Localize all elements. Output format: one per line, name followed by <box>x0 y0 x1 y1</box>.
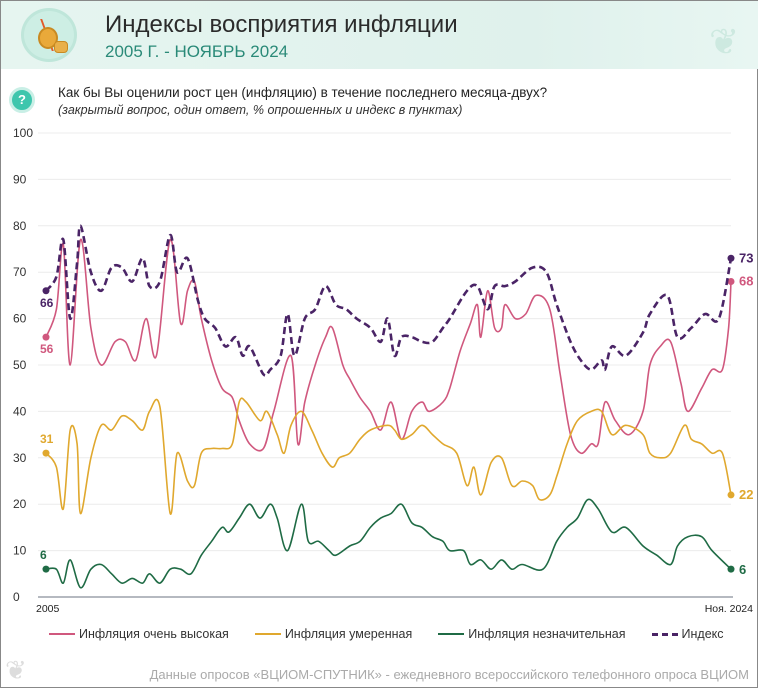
series-start-label: 56 <box>40 342 54 356</box>
survey-note: (закрытый вопрос, один ответ, % опрошенн… <box>58 103 463 117</box>
y-tick-label: 70 <box>13 265 27 279</box>
x-tick-label-end: Ноя. 2024 <box>705 603 753 615</box>
legend-label: Инфляция незначительная <box>468 627 626 641</box>
survey-question: Как бы Вы оценили рост цен (инфляцию) в … <box>58 85 548 100</box>
series-start-label: 66 <box>40 296 54 310</box>
y-tick-label: 10 <box>13 544 27 558</box>
series-start-label: 31 <box>40 432 54 446</box>
question-icon: ? <box>9 87 35 113</box>
series-start-point <box>42 287 50 295</box>
source-footer: Данные опросов «ВЦИОМ-СПУТНИК» - ежеднев… <box>149 667 749 682</box>
series-line-2 <box>45 498 732 589</box>
legend-swatch <box>49 633 75 635</box>
chart-legend: Инфляция очень высокая Инфляция умеренная… <box>49 627 724 641</box>
series-start-point <box>42 449 50 457</box>
legend-item: Инфляция незначительная <box>438 627 626 641</box>
inflation-logo-icon <box>21 8 77 62</box>
page-title: Индексы восприятия инфляции <box>105 11 458 38</box>
series-end-point <box>727 277 735 285</box>
series-end-label: 6 <box>739 562 746 577</box>
y-tick-label: 60 <box>13 312 27 326</box>
y-tick-label: 40 <box>13 404 27 418</box>
series-line-3 <box>44 224 733 377</box>
series-line-1 <box>45 397 732 515</box>
y-tick-label: 20 <box>13 497 27 511</box>
legend-swatch <box>254 633 281 635</box>
series-end-point <box>727 254 735 262</box>
vciom-leaf-icon: ❦ <box>5 655 27 685</box>
legend-swatch <box>438 633 465 635</box>
series-line-0 <box>45 238 732 455</box>
legend-swatch <box>651 632 678 636</box>
y-tick-label: 0 <box>13 590 20 604</box>
series-start-label: 6 <box>40 548 47 562</box>
legend-label: Инфляция умеренная <box>284 627 413 641</box>
leaf-decoration-icon: ❦ <box>709 21 740 62</box>
legend-item: Инфляция очень высокая <box>49 627 229 641</box>
series-end-label: 73 <box>739 250 753 265</box>
legend-label: Индекс <box>681 627 724 641</box>
series-start-point <box>42 333 50 341</box>
y-tick-label: 80 <box>13 219 27 233</box>
series-end-point <box>727 565 735 573</box>
y-tick-label: 100 <box>13 126 33 140</box>
series-end-label: 22 <box>739 487 753 502</box>
x-tick-label-start: 2005 <box>36 603 60 615</box>
series-start-point <box>42 565 50 573</box>
y-tick-label: 90 <box>13 172 27 186</box>
series-end-label: 68 <box>739 273 753 288</box>
series-end-point <box>727 491 735 499</box>
legend-item: Индекс <box>651 627 724 641</box>
header-banner: Индексы восприятия инфляции 2005 Г. - НО… <box>1 1 758 69</box>
legend-label: Инфляция очень высокая <box>79 627 229 641</box>
y-tick-label: 50 <box>13 358 27 372</box>
y-tick-label: 30 <box>13 451 27 465</box>
page-subtitle: 2005 Г. - НОЯБРЬ 2024 <box>105 42 289 61</box>
legend-item: Инфляция умеренная <box>254 627 413 641</box>
